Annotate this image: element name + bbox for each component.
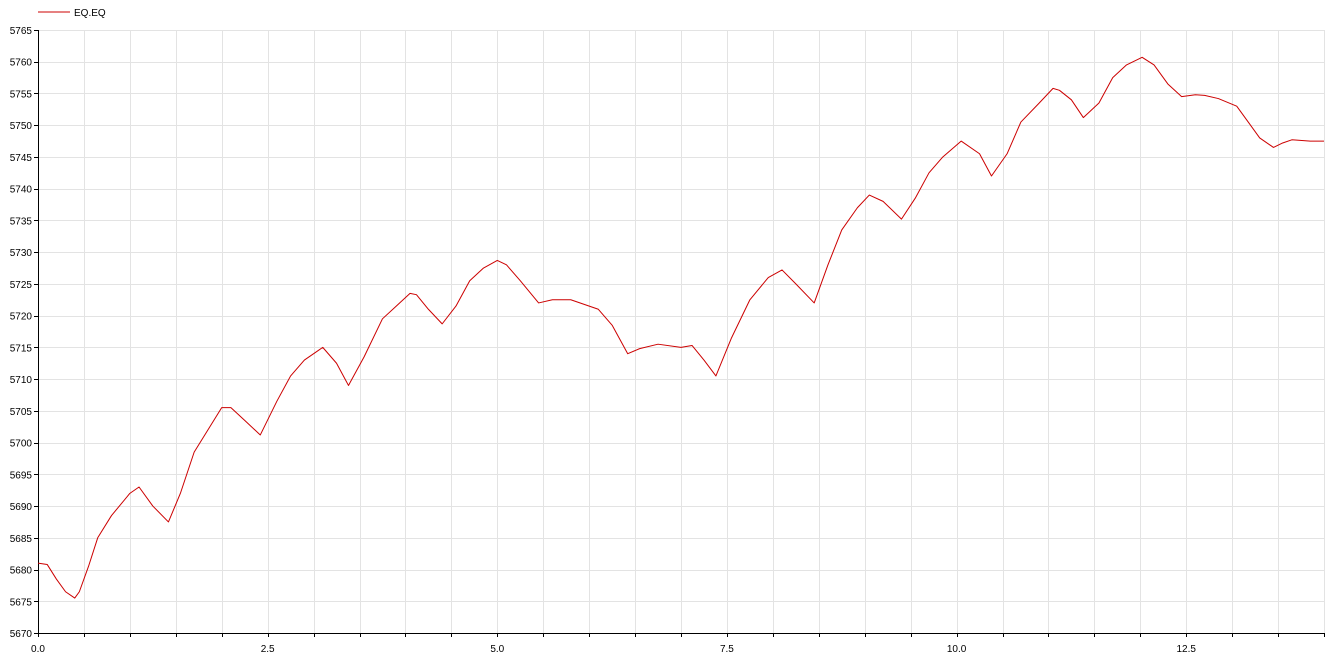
x-tick-label: 0.0 [31,644,45,655]
x-tick-label: 2.5 [261,644,275,655]
y-tick-label: 5670 [10,629,33,640]
y-tick-label: 5695 [10,470,33,481]
y-tick-label: 5725 [10,280,33,291]
y-tick-label: 5745 [10,153,33,164]
y-tick-label: 5685 [10,534,33,545]
y-tick-label: 5705 [10,407,33,418]
series-layer [37,56,1324,599]
y-tick-label: 5710 [10,375,33,386]
y-tick-label: 5750 [10,121,33,132]
y-tick-label: 5765 [10,26,33,37]
y-tick-label: 5735 [10,216,33,227]
y-tick-label: 5730 [10,248,33,259]
y-tick-label: 5680 [10,566,33,577]
x-tick-label: 10.0 [947,644,967,655]
y-tick-label: 5700 [10,439,33,450]
y-tick-label: 5690 [10,502,33,513]
x-tick-label: 5.0 [490,644,504,655]
y-tick-label: 5720 [10,312,33,323]
y-tick-label: 5760 [10,58,33,69]
x-tick-label: 12.5 [1176,644,1196,655]
grid [38,30,1325,634]
axes: 5670 5675 5680 5685 5690 5695 5700 5705 5710 5715… [10,26,1325,655]
x-tick-label: 7.5 [720,644,734,655]
y-tick-label: 5755 [10,89,33,100]
y-tick-label: 5715 [10,343,33,354]
legend-label-eq-eq: EQ.EQ [74,8,106,19]
y-tick-label: 5675 [10,597,33,608]
legend[interactable]: EQ.EQ [38,8,106,19]
series-line-eq-eq [37,56,1324,599]
y-tick-label: 5740 [10,185,33,196]
